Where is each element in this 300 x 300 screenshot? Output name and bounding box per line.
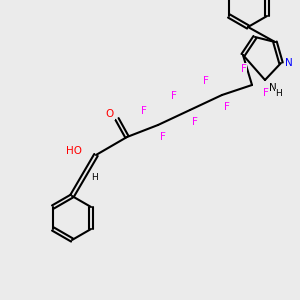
Text: F: F bbox=[171, 91, 177, 101]
Text: F: F bbox=[192, 117, 198, 127]
Text: H: H bbox=[91, 173, 98, 182]
Text: F: F bbox=[160, 132, 166, 142]
Text: F: F bbox=[241, 64, 247, 74]
Text: H: H bbox=[276, 89, 282, 98]
Text: N: N bbox=[269, 83, 277, 93]
Text: F: F bbox=[203, 76, 209, 86]
Text: N: N bbox=[285, 58, 293, 68]
Text: F: F bbox=[141, 106, 147, 116]
Text: F: F bbox=[263, 88, 269, 98]
Text: O: O bbox=[106, 109, 114, 119]
Text: F: F bbox=[224, 102, 230, 112]
Text: HO: HO bbox=[66, 146, 82, 156]
